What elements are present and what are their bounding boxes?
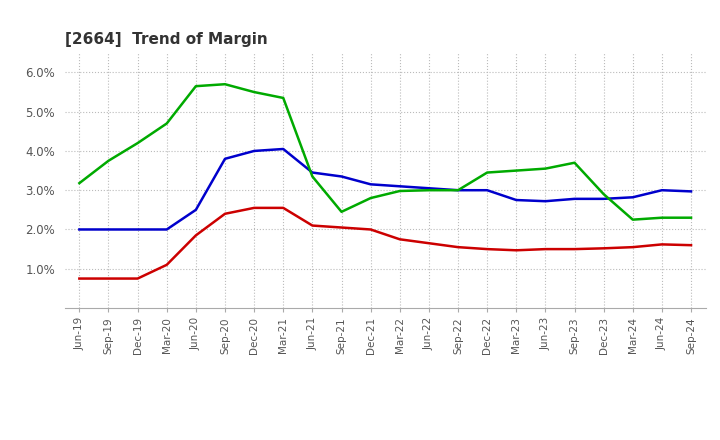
Operating Cashflow [163,121,171,126]
Net Income [541,246,550,252]
Ordinary Income [366,182,375,187]
Ordinary Income [541,198,550,204]
Net Income [395,237,404,242]
Operating Cashflow [104,158,113,163]
Operating Cashflow [220,81,229,87]
Net Income [337,225,346,230]
Net Income [512,248,521,253]
Operating Cashflow [133,140,142,146]
Ordinary Income [629,194,637,200]
Ordinary Income [425,186,433,191]
Net Income [483,246,492,252]
Ordinary Income [454,187,462,193]
Net Income [570,246,579,252]
Ordinary Income [75,227,84,232]
Operating Cashflow [454,187,462,193]
Ordinary Income [395,183,404,189]
Line: Ordinary Income: Ordinary Income [79,149,691,230]
Operating Cashflow [425,187,433,193]
Net Income [220,211,229,216]
Ordinary Income [279,147,287,152]
Ordinary Income [483,187,492,193]
Ordinary Income [104,227,113,232]
Operating Cashflow [337,209,346,214]
Ordinary Income [687,189,696,194]
Net Income [163,262,171,268]
Operating Cashflow [75,180,84,186]
Ordinary Income [599,196,608,202]
Line: Net Income: Net Income [79,208,691,279]
Operating Cashflow [483,170,492,175]
Operating Cashflow [687,215,696,220]
Operating Cashflow [366,195,375,201]
Ordinary Income [657,187,666,193]
Net Income [75,276,84,281]
Text: [2664]  Trend of Margin: [2664] Trend of Margin [65,33,268,48]
Operating Cashflow [512,168,521,173]
Net Income [366,227,375,232]
Net Income [250,205,258,210]
Line: Operating Cashflow: Operating Cashflow [79,84,691,220]
Net Income [454,245,462,250]
Ordinary Income [163,227,171,232]
Ordinary Income [308,170,317,175]
Net Income [192,233,200,238]
Operating Cashflow [657,215,666,220]
Ordinary Income [337,174,346,179]
Ordinary Income [512,198,521,203]
Operating Cashflow [599,191,608,197]
Operating Cashflow [395,188,404,194]
Operating Cashflow [250,89,258,95]
Operating Cashflow [541,166,550,171]
Ordinary Income [133,227,142,232]
Net Income [133,276,142,281]
Operating Cashflow [279,95,287,101]
Net Income [279,205,287,210]
Ordinary Income [250,148,258,154]
Operating Cashflow [570,160,579,165]
Net Income [687,242,696,248]
Ordinary Income [220,156,229,161]
Net Income [425,241,433,246]
Operating Cashflow [192,84,200,89]
Ordinary Income [192,207,200,213]
Operating Cashflow [629,217,637,222]
Net Income [629,245,637,250]
Net Income [104,276,113,281]
Operating Cashflow [308,174,317,179]
Net Income [657,242,666,247]
Ordinary Income [570,196,579,202]
Net Income [599,246,608,251]
Net Income [308,223,317,228]
